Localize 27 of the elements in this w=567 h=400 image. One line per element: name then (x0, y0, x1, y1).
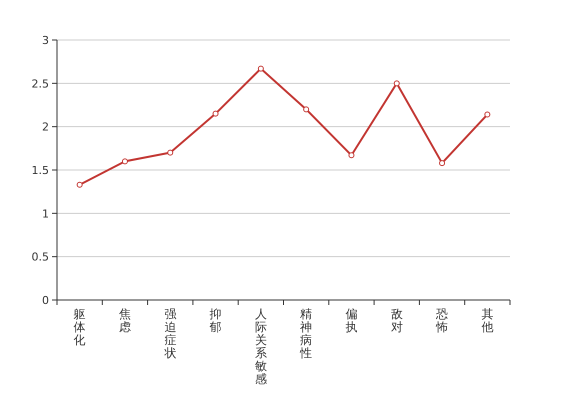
y-tick-label: 1 (42, 207, 49, 220)
x-tick-label: 恐怖 (435, 307, 448, 334)
x-tick-label: 强迫症状 (163, 307, 176, 360)
point (484, 112, 490, 118)
x-tick-label: 敌对 (390, 307, 403, 334)
x-tick-label: 躯体化 (74, 307, 86, 347)
point (303, 106, 310, 112)
x-tick-label: 焦虑 (118, 307, 131, 334)
y-tick-label: 0.5 (32, 250, 49, 264)
point (212, 110, 219, 117)
x-tick-label: 其他 (481, 307, 494, 334)
point (258, 66, 264, 72)
x-tick-label: 偏执 (345, 307, 358, 334)
y-tick-label: 2 (42, 120, 49, 134)
point (348, 152, 354, 158)
y-tick-label: 1.5 (32, 164, 49, 177)
point (167, 150, 174, 156)
x-tick-label: 人际关系敏感 (254, 307, 267, 386)
x-tick-label: 精神病性 (299, 307, 312, 360)
point (394, 80, 400, 86)
y-tick-label: 2.5 (32, 77, 49, 90)
point (439, 160, 446, 166)
y-tick-label: 3 (42, 34, 49, 47)
y-tick-label: 0 (42, 294, 49, 307)
point (122, 158, 128, 164)
point (76, 182, 83, 188)
x-tick-label: 抑郁 (210, 307, 222, 334)
